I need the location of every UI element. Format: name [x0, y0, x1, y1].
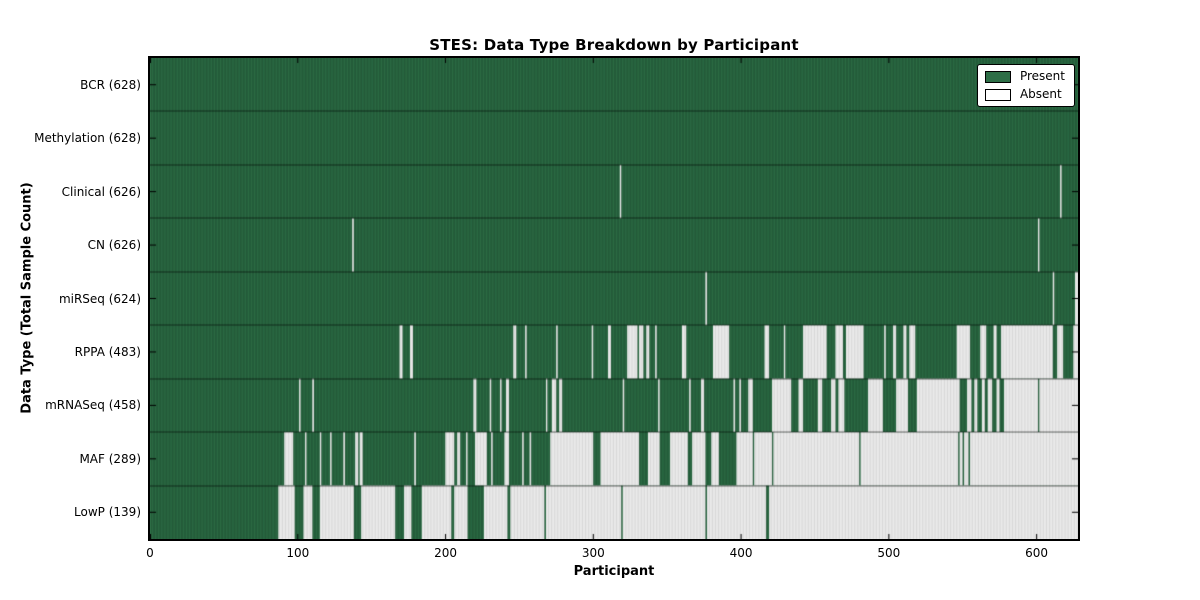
x-tick-label-0: 0 — [146, 546, 154, 560]
x-tick-label-100: 100 — [286, 546, 310, 560]
y-tick-label-clinical: Clinical (626) — [61, 184, 141, 199]
y-tick-label-bcr: BCR (628) — [80, 77, 141, 92]
plot-area: Present Absent — [148, 56, 1080, 541]
y-tick-label-mirseq: miRSeq (624) — [58, 291, 141, 306]
y-tick-label-rppa: RPPA (483) — [74, 344, 141, 359]
chart-title: STES: Data Type Breakdown by Participant — [429, 36, 799, 54]
x-tick-label-600: 600 — [1025, 546, 1049, 560]
y-tick-label-maf: MAF (289) — [79, 451, 141, 466]
x-tick-label-200: 200 — [434, 546, 457, 560]
legend-entry-present: Present — [984, 69, 1065, 83]
legend-present-label: Present — [1019, 69, 1065, 83]
legend: Present Absent — [976, 64, 1075, 107]
x-tick-label-500: 500 — [877, 546, 901, 560]
legend-absent-swatch — [984, 88, 1011, 101]
y-tick-label-lowp: LowP (139) — [74, 505, 141, 520]
y-tick-label-cn: CN (626) — [87, 238, 141, 253]
y-tick-label-mrnaseq: mRNASeq (458) — [45, 398, 141, 413]
x-axis-label: Participant — [573, 564, 655, 579]
legend-present-swatch — [984, 70, 1011, 83]
heatmap-canvas — [150, 58, 1078, 539]
x-tick-label-400: 400 — [729, 546, 753, 560]
legend-entry-absent: Absent — [984, 87, 1065, 101]
y-tick-label-methylation: Methylation (628) — [34, 131, 141, 146]
x-tick-label-300: 300 — [581, 546, 605, 560]
legend-absent-label: Absent — [1019, 87, 1062, 101]
